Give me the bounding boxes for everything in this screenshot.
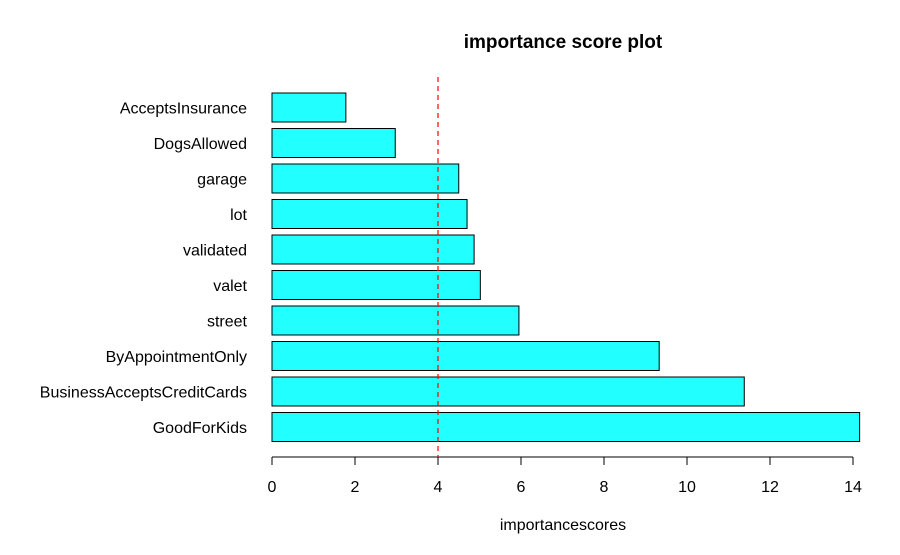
category-label: garage [197,172,247,189]
bar-GoodForKids [271,412,861,442]
category-labels: AcceptsInsurance DogsAllowed garage lot vali… [40,101,248,438]
category-label: street [207,314,248,331]
bar-valet [271,270,481,300]
category-label: AcceptsInsurance [120,101,247,118]
x-tick-label: 8 [600,479,609,496]
x-tick-label: 2 [351,479,360,496]
x-axis-label: importancescores [500,517,626,534]
x-tick-label: 12 [761,479,779,496]
x-tick-label: 10 [678,479,696,496]
category-label: validated [183,243,247,260]
category-label: DogsAllowed [154,136,247,153]
category-label: ByAppointmentOnly [106,349,247,366]
bar-garage [271,163,460,194]
x-tick-label: 6 [517,479,526,496]
bar-BusinessAcceptsCreditCards [271,376,745,407]
bar-AcceptsInsurance [271,92,347,123]
x-tick-label: 14 [844,479,862,496]
bar-lot [271,199,468,229]
bar-DogsAllowed [271,128,396,158]
category-label: GoodForKids [153,420,247,437]
x-axis: 0 2 4 6 8 10 12 14 [268,456,862,496]
bar-validated [271,234,475,265]
category-label: valet [213,278,247,295]
bar-street [271,305,520,336]
x-tick-label: 0 [268,479,277,496]
bars-group [271,92,861,442]
bar-ByAppointmentOnly [271,341,660,371]
x-tick-label: 4 [434,479,443,496]
chart-title: importance score plot [464,32,663,53]
category-label: BusinessAcceptsCreditCards [40,385,247,402]
category-label: lot [230,207,247,224]
